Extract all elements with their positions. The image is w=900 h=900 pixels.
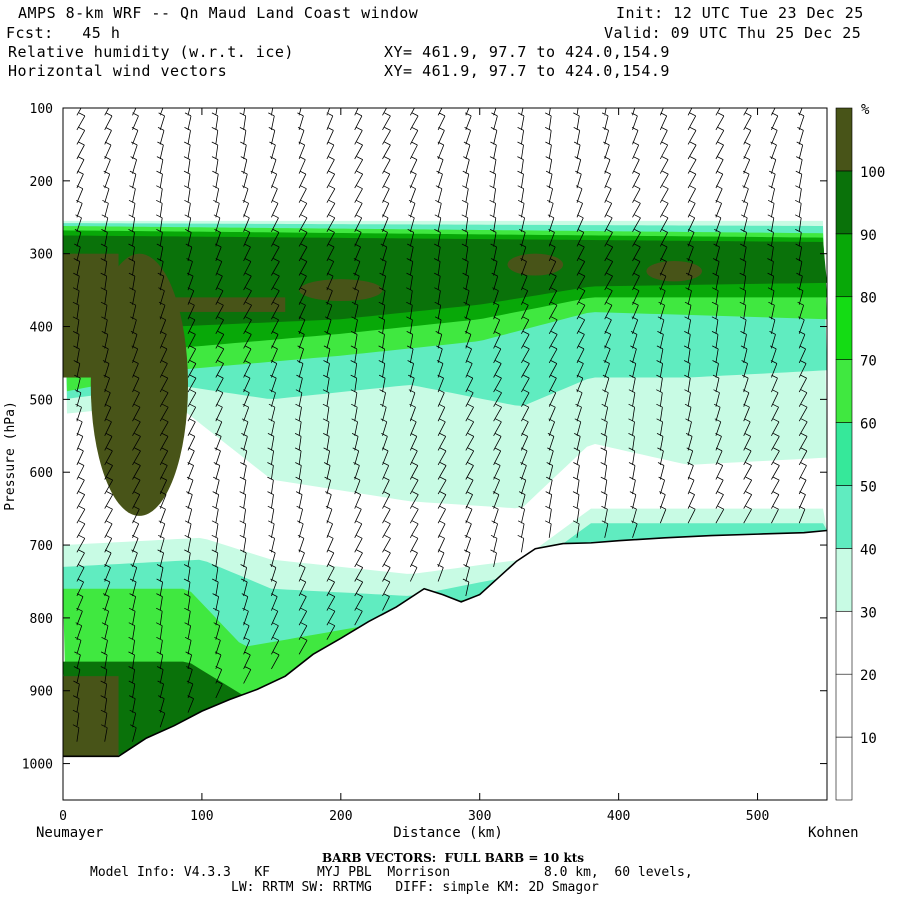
colorbar-label-20: 20 (860, 668, 877, 684)
colorbar-label-80: 80 (860, 291, 877, 307)
rh-low-40 (63, 523, 827, 757)
x-tick-label-300: 300 (468, 809, 491, 824)
colorbar-swatch-1 (835, 673, 853, 738)
chart-title: AMPS 8-km WRF -- Qn Maud Land Coast wind… (18, 4, 419, 22)
terrain-line (63, 529, 827, 758)
colorbar-swatch-8 (835, 233, 853, 298)
model-info: Model Info: V4.3.3 KF MYJ PBL Morrison 8… (90, 865, 693, 880)
wind-barbs (72, 108, 808, 742)
colorbar-swatch-9 (835, 170, 853, 235)
rh-patch-100-left (63, 253, 119, 378)
y-tick-label-1000: 1000 (22, 758, 53, 773)
physics-info: LW: RRTM SW: RRTMG DIFF: simple KM: 2D S… (231, 880, 599, 895)
xy-range-1: XY= 461.9, 97.7 to 424.0,154.9 (384, 43, 670, 61)
y-tick-label-100: 100 (30, 102, 53, 117)
x-tick-label-500: 500 (746, 809, 769, 824)
colorbar-swatch-6 (835, 359, 853, 423)
humidity-field (63, 220, 827, 800)
x-tick-label-0: 0 (59, 809, 67, 824)
y-tick-label-300: 300 (30, 248, 53, 263)
y-tick-label-500: 500 (30, 393, 53, 408)
x-tick-label-200: 200 (329, 809, 352, 824)
colorbar-label-30: 30 (860, 605, 877, 621)
colorbar-label-40: 40 (860, 542, 877, 558)
y-tick-label-200: 200 (30, 175, 53, 190)
colorbar-swatch-2 (835, 610, 853, 675)
terrain-mask (63, 530, 827, 800)
x-axis-label: Distance (km) (393, 825, 503, 841)
axes: 100 200 300 400 500 600 700 800 900 1000 0 100 200 30… (22, 102, 828, 824)
rh-patch-100-1 (299, 279, 383, 302)
colorbar-label-70: 70 (860, 354, 877, 370)
colorbar-unit: % (861, 102, 870, 118)
rh-patch-100-mid (63, 297, 286, 312)
field-name-wind: Horizontal wind vectors (8, 62, 228, 80)
y-tick-label-800: 800 (30, 612, 53, 627)
xy-range-2: XY= 461.9, 97.7 to 424.0,154.9 (384, 62, 670, 80)
y-axis-label: Pressure (hPa) (3, 401, 18, 511)
field-name-humidity: Relative humidity (w.r.t. ice) (8, 43, 294, 61)
left-endpoint-label: Neumayer (36, 825, 103, 841)
forecast-hour: Fcst: 45 h (6, 24, 121, 42)
rh-patch-100-3 (646, 260, 702, 282)
colorbar-swatch-0 (835, 736, 853, 801)
rh-low-30 (63, 508, 827, 757)
right-endpoint-label: Kohnen (808, 825, 859, 841)
colorbar-label-10: 10 (860, 731, 877, 747)
rh-low-100 (63, 676, 119, 757)
colorbar-label-60: 60 (860, 417, 877, 433)
x-tick-label-100: 100 (190, 809, 213, 824)
colorbar-swatch-5 (835, 422, 853, 486)
colorbar-label-90: 90 (860, 228, 877, 244)
colorbar-label-50: 50 (860, 479, 877, 495)
colorbar-swatch-3 (835, 548, 853, 612)
colorbar-swatch-4 (835, 485, 853, 549)
y-tick-label-700: 700 (30, 539, 53, 554)
init-time: Init: 12 UTC Tue 23 Dec 25 (616, 4, 864, 22)
barb-legend: BARB VECTORS: FULL BARB = 10 kts (322, 851, 585, 865)
colorbar-label-100: 100 (860, 165, 885, 181)
plot-frame (62, 107, 828, 801)
y-tick-label-900: 900 (30, 685, 53, 700)
valid-time: Valid: 09 UTC Thu 25 Dec 25 (604, 24, 862, 42)
x-tick-label-400: 400 (607, 809, 630, 824)
colorbar-swatch-7 (835, 296, 853, 360)
colorbar: 10 20 30 40 50 60 70 80 90 100 (835, 107, 885, 801)
colorbar-swatch-10 (835, 107, 853, 172)
y-tick-label-400: 400 (30, 321, 53, 336)
y-tick-label-600: 600 (30, 466, 53, 481)
